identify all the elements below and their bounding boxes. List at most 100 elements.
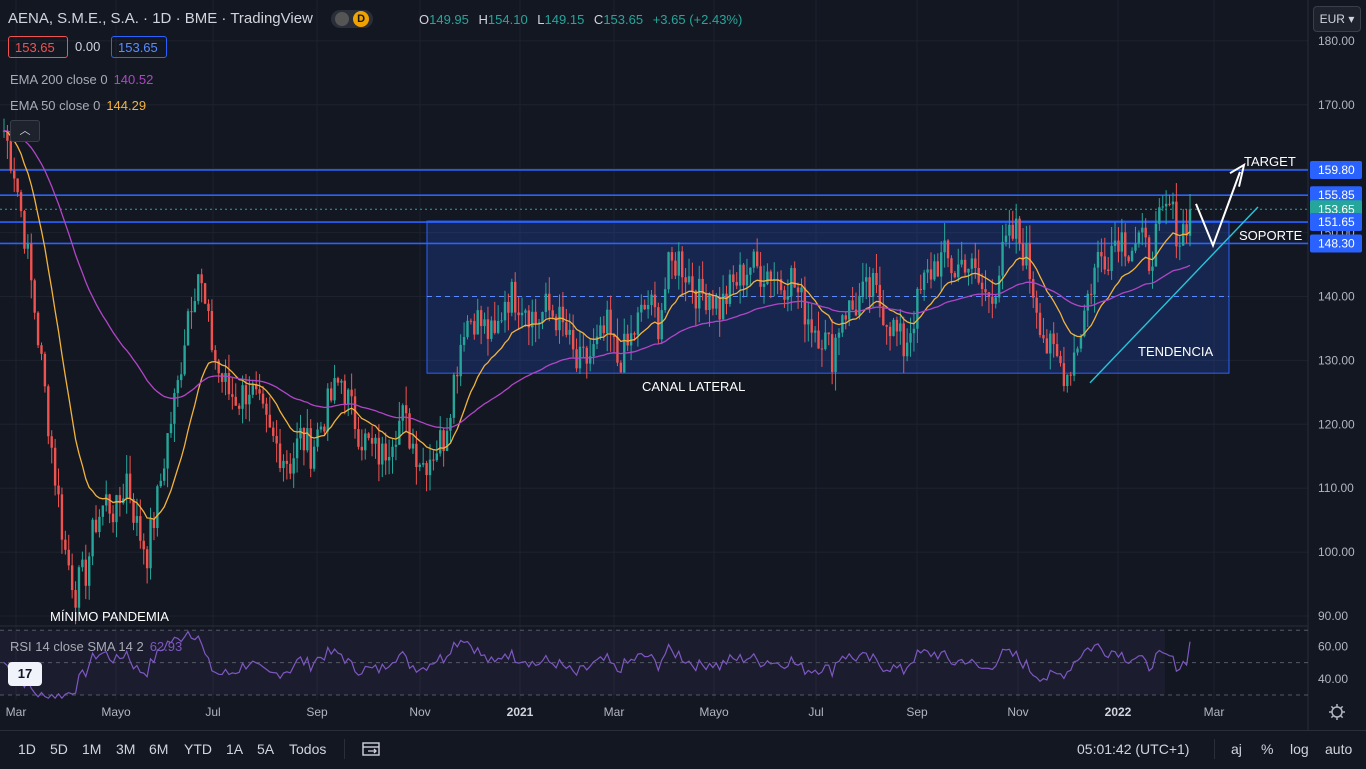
candle-body [357,429,360,447]
rsi-pane [0,629,1308,700]
buy-price-button[interactable]: 153.65 [111,36,167,58]
candle-body [360,446,364,451]
candle-body [568,329,571,335]
range-button-6m[interactable]: 6M [149,741,169,757]
price-tag: 159.80 [1318,163,1355,177]
ema50-line [3,130,1191,520]
candle-body [251,384,254,395]
candle-body [384,443,387,461]
candle-body [156,486,159,529]
candle-body [612,333,616,338]
candle-body [721,293,725,320]
sell-price-button[interactable]: 153.65 [8,36,68,58]
rsi-legend[interactable]: RSI 14 close SMA 14 2 62.93 [10,639,183,654]
candle-body [84,559,87,586]
candle-body [268,414,272,428]
exchange: BME [184,10,218,27]
candle-body [265,403,268,415]
candle-body [1188,209,1192,236]
toolbar-divider [1214,739,1215,759]
candle-body [125,473,128,499]
range-button-5a[interactable]: 5A [257,741,275,757]
candle-body [336,378,340,383]
candle-body [473,321,476,335]
candle-body [813,330,817,333]
range-button-3m[interactable]: 3M [116,741,136,757]
candle-body [70,565,74,591]
candle-body [299,427,302,439]
collapse-legend-button[interactable]: ︿ [10,120,40,142]
projection-arrow [1195,171,1241,249]
clock-time[interactable]: 05:01:42 (UTC+1) [1077,741,1190,757]
candle-body [766,271,769,284]
candle-body [234,396,237,406]
candle-body [514,281,517,313]
time-tick: Mar [1204,705,1225,719]
candle-body [459,344,462,377]
range-button-todos[interactable]: Todos [289,741,327,757]
candle-body [977,268,980,283]
candle-body [180,374,183,381]
price-tick: 140.00 [1318,290,1355,304]
candle-body [190,311,193,313]
price-tick: 90.00 [1318,609,1348,623]
candle-body [105,494,108,506]
candle-body [176,380,180,394]
range-button-1m[interactable]: 1M [82,741,102,757]
symbol-header[interactable]: AENA, S.M.E., S.A. · 1D · BME · TradingV… [8,10,374,29]
ema50-legend[interactable]: EMA 50 close 0 144.29 [10,98,147,113]
minimo-pandemia-label: MÍNIMO PANDEMIA [50,609,169,624]
candle-body [432,459,435,461]
calendar-range-icon[interactable] [362,741,380,760]
candle-body [953,273,957,278]
candle-body [759,266,762,287]
candle-body [633,333,636,335]
candle-body [128,473,132,499]
spread-value: 0.00 [75,39,101,54]
candle-body [970,258,974,269]
candle-body [142,540,145,550]
candle-body [916,288,919,329]
price-chart[interactable]: MÍNIMO PANDEMIA CANAL LATERAL TARGET SOPORT… [0,0,1366,730]
range-button-1a[interactable]: 1A [226,741,244,757]
scale-button-2[interactable]: log [1290,741,1309,757]
candle-body [1154,223,1158,267]
range-button-1d[interactable]: 1D [18,741,36,757]
range-button-ytd[interactable]: YTD [184,741,212,757]
market-status-pill[interactable]: D [331,10,374,29]
candle-body [663,289,667,311]
tradingview-logo-icon[interactable]: 17 [8,662,42,686]
candle-body [902,323,905,357]
candle-body [960,259,963,265]
scale-button-0[interactable]: aj [1231,741,1242,757]
candle-body [551,310,554,317]
candle-body [701,278,704,294]
candle-body [1032,279,1035,298]
scale-button-3[interactable]: auto [1325,741,1353,757]
candle-body [1042,335,1045,339]
candle-body [1110,245,1113,271]
candle-body [381,443,384,465]
candle-body [681,251,684,278]
currency-button[interactable]: EUR ▾ [1313,6,1361,32]
candle-body [145,549,149,569]
candle-body [711,294,715,309]
candle-body [755,251,759,267]
ema200-legend[interactable]: EMA 200 close 0 140.52 [10,72,154,87]
candle-body [899,323,902,332]
candle-body [340,380,343,383]
candle-body [646,305,650,310]
candle-body [316,429,319,447]
range-button-5d[interactable]: 5D [50,741,68,757]
candle-body [57,485,60,495]
candle-body [834,337,837,373]
low-value: 149.15 [544,12,585,27]
candle-body [994,297,997,304]
candle-body [214,350,217,361]
candle-body [1028,243,1032,280]
scale-button-1[interactable]: % [1261,741,1274,757]
interval[interactable]: 1D [152,10,172,27]
candle-body [1086,293,1089,311]
candle-body [149,518,152,569]
candle-body [844,315,847,320]
